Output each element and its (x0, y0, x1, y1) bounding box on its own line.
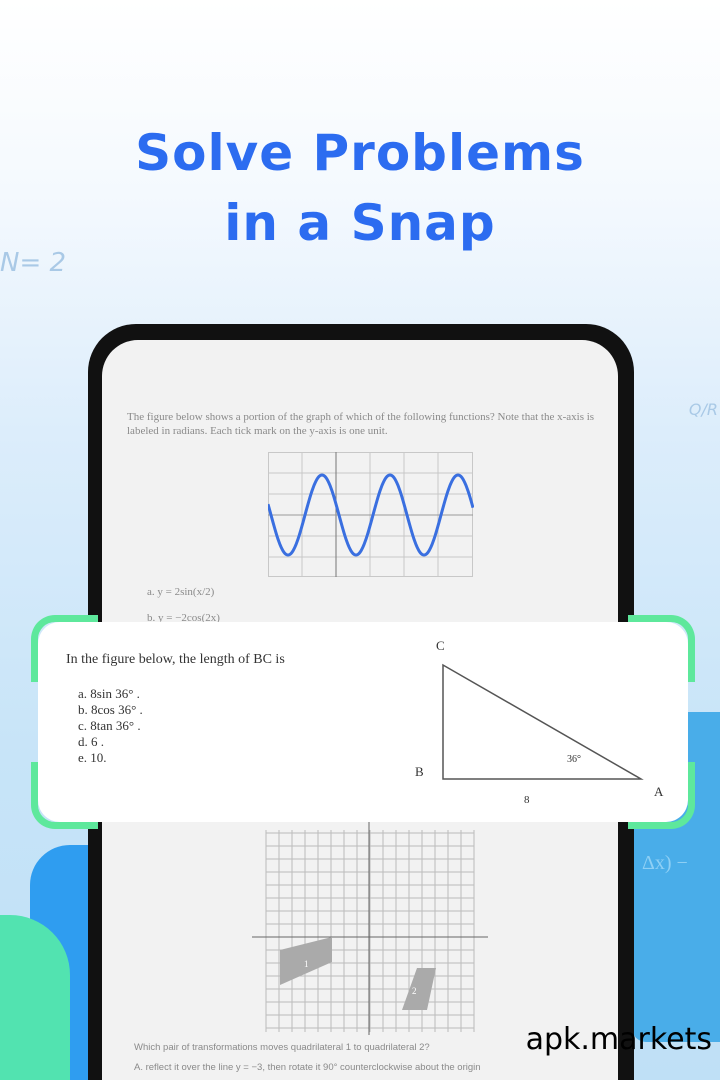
quadrilateral-2 (402, 968, 436, 1010)
sine-graph (268, 452, 474, 577)
background-math-text: Δx) − (642, 852, 688, 874)
bracket-top-right (628, 615, 695, 682)
card-question: In the figure below, the length of BC is (66, 652, 285, 667)
vertex-b-label: B (415, 764, 424, 779)
question-1-option-a: a. y = 2sin(x/2) (147, 586, 215, 598)
question-3-option-a: A. reflect it over the line y = −3, then… (134, 1062, 481, 1073)
card-option-e: e. 10. (78, 750, 107, 765)
quadrilateral-1-label: 1 (304, 959, 309, 969)
question-1-option-b: b. y = −2cos(2x) (147, 612, 220, 624)
vertex-c-label: C (436, 638, 445, 653)
bracket-bottom-right (628, 762, 695, 829)
doodle-left: N= 2 (0, 248, 67, 278)
doodle-right: Q/R (688, 400, 718, 419)
coordinate-grid: 1 2 (252, 820, 488, 1035)
card-option-a: a. 8sin 36° . (78, 686, 140, 701)
card-option-b: b. 8cos 36° . (78, 702, 143, 717)
decorative-blob-green (0, 915, 70, 1080)
bracket-top-left (31, 615, 98, 682)
headline-line-2: in a Snap (224, 194, 496, 252)
highlighted-question-card[interactable]: In the figure below, the length of BC is… (31, 615, 695, 829)
question-3-text: Which pair of transformations moves quad… (134, 1042, 430, 1053)
watermark: apk.markets (525, 1022, 712, 1057)
vertex-a-label: A (654, 784, 664, 799)
bracket-bottom-left (31, 762, 98, 829)
sine-curve (268, 473, 474, 557)
triangle-figure (442, 663, 644, 780)
side-ab-label: 8 (524, 794, 530, 806)
card-options: a. 8sin 36° . b. 8cos 36° . c. 8tan 36° … (78, 686, 143, 766)
card-option-c: c. 8tan 36° . (78, 718, 141, 733)
angle-label: 36° (567, 754, 581, 765)
question-1-text: The figure below shows a portion of the … (127, 411, 595, 437)
quadrilateral-1 (280, 937, 332, 985)
quadrilateral-2-label: 2 (412, 986, 417, 996)
card-option-d: d. 6 . (78, 734, 104, 749)
headline-line-1: Solve Problems (135, 124, 585, 182)
